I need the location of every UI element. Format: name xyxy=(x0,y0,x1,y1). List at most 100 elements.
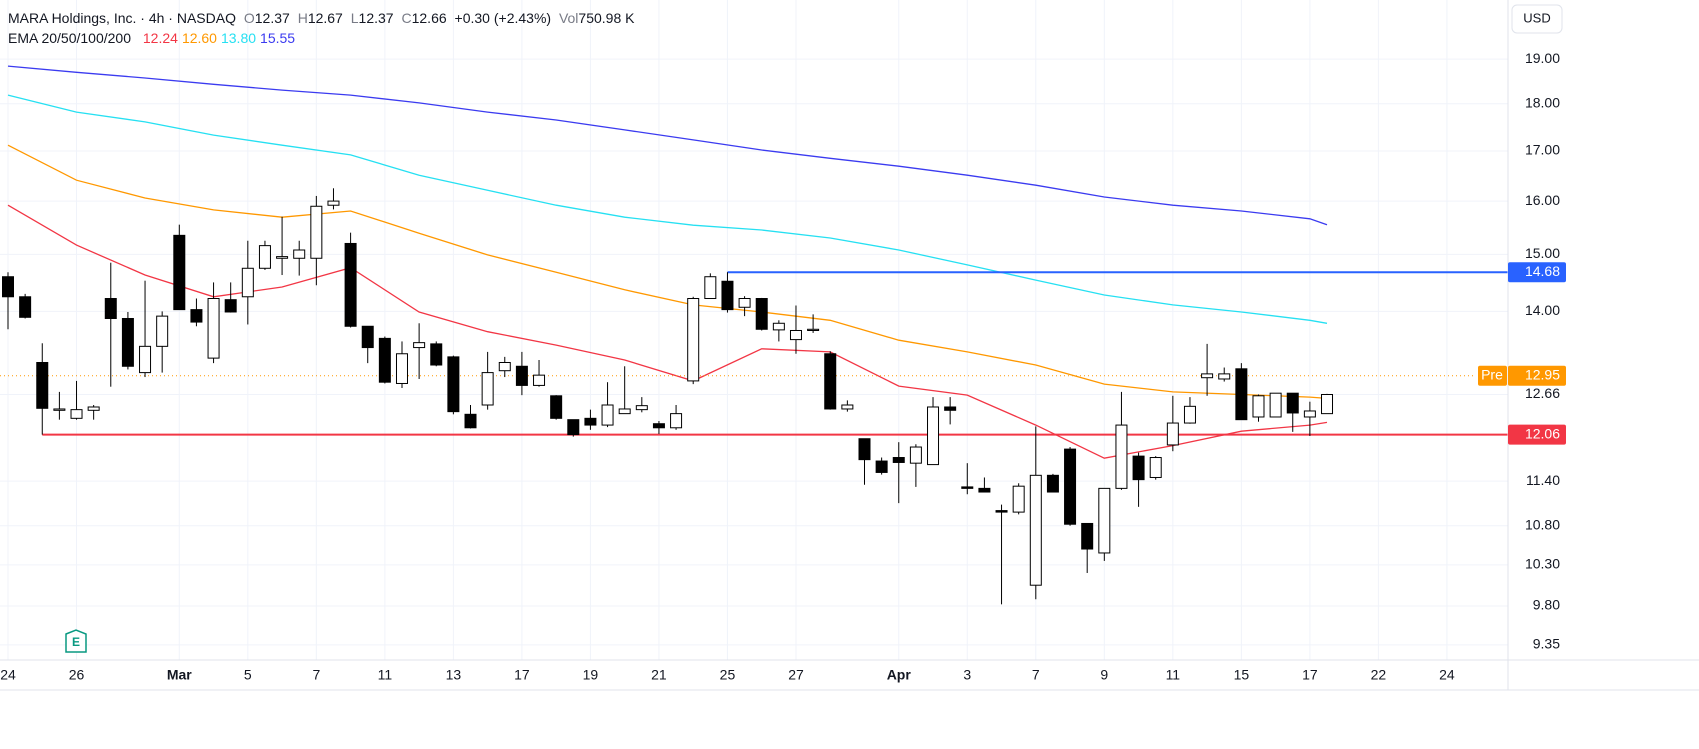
ema-label: EMA 20/50/100/200 xyxy=(8,30,131,46)
y-tick-label: 18.00 xyxy=(1525,94,1560,110)
close-value: 12.66 xyxy=(411,10,447,26)
x-tick-label: 26 xyxy=(69,667,85,683)
ema-row: EMA 20/50/100/200 12.24 12.60 13.80 15.55 xyxy=(8,28,638,48)
candle-body-up xyxy=(1029,474,1042,586)
level-label: 14.68 xyxy=(1525,263,1560,279)
candle-body-down xyxy=(858,438,871,461)
y-tick-label: 17.00 xyxy=(1525,142,1560,158)
candle-body-up xyxy=(276,256,289,259)
earnings-icon[interactable] xyxy=(65,629,87,653)
candle-body-up xyxy=(1201,373,1214,379)
currency-label[interactable]: USD xyxy=(1523,10,1550,25)
y-tick-label: 16.00 xyxy=(1525,192,1560,208)
y-tick-label: 9.80 xyxy=(1533,597,1560,613)
candle-body-down xyxy=(121,317,134,367)
x-tick-label: 24 xyxy=(1439,667,1455,683)
currency-button[interactable] xyxy=(1511,4,1563,34)
x-tick-label: Apr xyxy=(887,667,912,683)
candle-body-up xyxy=(310,205,323,259)
premarket-badge xyxy=(1508,365,1566,386)
candle-body-up xyxy=(738,298,751,308)
candle-body-up xyxy=(1149,457,1162,478)
candle-body-down xyxy=(1081,522,1094,550)
x-tick-label: 17 xyxy=(514,667,530,683)
candle-body-up xyxy=(53,408,66,411)
ema-value: 13.80 xyxy=(220,30,257,46)
premarket-name: Pre xyxy=(1481,366,1503,382)
candle-body-up xyxy=(841,404,854,410)
premarket-tag xyxy=(1478,365,1507,386)
candle-body-up xyxy=(327,200,340,206)
grid xyxy=(0,0,1508,660)
candle-body-down xyxy=(224,299,237,313)
y-tick-label: 14.00 xyxy=(1525,302,1560,318)
x-tick-label: 25 xyxy=(720,667,736,683)
level-label: 12.06 xyxy=(1525,425,1560,441)
candle-body-down xyxy=(721,280,734,311)
open-value: 12.37 xyxy=(254,10,290,26)
x-tick-label: 13 xyxy=(446,667,462,683)
candle-body-down xyxy=(961,486,974,489)
candle-body-down xyxy=(344,242,357,327)
candle-body-down xyxy=(567,419,580,436)
x-tick-label: 21 xyxy=(651,667,667,683)
premarket-label: 12.95 xyxy=(1525,366,1560,382)
candle-body-down xyxy=(104,298,117,319)
candle-body-up xyxy=(70,409,83,419)
candle-body-down xyxy=(447,356,460,413)
earnings-letter[interactable]: E xyxy=(72,635,80,649)
candle-body-down xyxy=(1046,474,1059,493)
low-key: L xyxy=(350,10,359,26)
volume-value: 750.98 K xyxy=(578,10,635,26)
candle-body-down xyxy=(892,457,905,463)
candle-body-up xyxy=(789,329,802,341)
x-tick-label: Mar xyxy=(167,667,192,683)
ema-line xyxy=(7,65,1328,226)
candle-body-up xyxy=(156,315,169,347)
candle-body-down xyxy=(190,309,203,323)
symbol-row: MARA Holdings, Inc. · 4h · NASDAQ O12.37… xyxy=(8,8,638,28)
x-tick-label: 3 xyxy=(963,667,971,683)
candle-body-up xyxy=(1218,373,1231,380)
candle-body-down xyxy=(464,413,477,429)
y-tick-label: 10.80 xyxy=(1525,516,1560,532)
y-tick-label: 15.00 xyxy=(1525,245,1560,261)
candle-body-up xyxy=(687,298,700,382)
candle-body-down xyxy=(1286,392,1299,414)
candle-body-up xyxy=(293,249,306,259)
candle-body-down xyxy=(173,234,186,311)
candle-body-up xyxy=(533,374,546,386)
y-tick-label: 19.00 xyxy=(1525,50,1560,66)
high-key: H xyxy=(297,10,308,26)
candle-body-up xyxy=(807,328,820,331)
candle-body-down xyxy=(584,417,597,426)
x-tick-label: 19 xyxy=(583,667,599,683)
candle-body-down xyxy=(755,298,768,330)
y-tick-label: 9.35 xyxy=(1533,636,1560,652)
candle-body-up xyxy=(207,298,220,359)
ema-value: 15.55 xyxy=(260,30,296,46)
candle-body-down xyxy=(430,343,443,366)
level-badge xyxy=(1508,262,1566,283)
candle-body-up xyxy=(258,245,271,269)
candle-body-up xyxy=(1183,405,1196,424)
candle-body-up xyxy=(1321,393,1334,415)
x-tick-label: 24 xyxy=(0,667,16,683)
candle-body-down xyxy=(978,487,991,493)
volume-key: Vol xyxy=(558,10,579,26)
x-tick-label: 7 xyxy=(1032,667,1040,683)
candle-body-up xyxy=(1252,395,1265,418)
candle-body-down xyxy=(1235,368,1248,421)
candle-body-down xyxy=(378,337,391,383)
candle-body-down xyxy=(995,510,1008,513)
candle-body-up xyxy=(704,276,717,300)
x-tick-label: 5 xyxy=(244,667,252,683)
x-tick-label: 7 xyxy=(312,667,320,683)
ema-line xyxy=(7,94,1328,324)
candle-body-up xyxy=(413,342,426,349)
candle-body-up xyxy=(1303,410,1316,418)
candle-body-down xyxy=(2,276,14,298)
candle-body-up xyxy=(481,372,494,406)
candle-body-down xyxy=(361,325,374,349)
candle-body-up xyxy=(498,361,511,372)
